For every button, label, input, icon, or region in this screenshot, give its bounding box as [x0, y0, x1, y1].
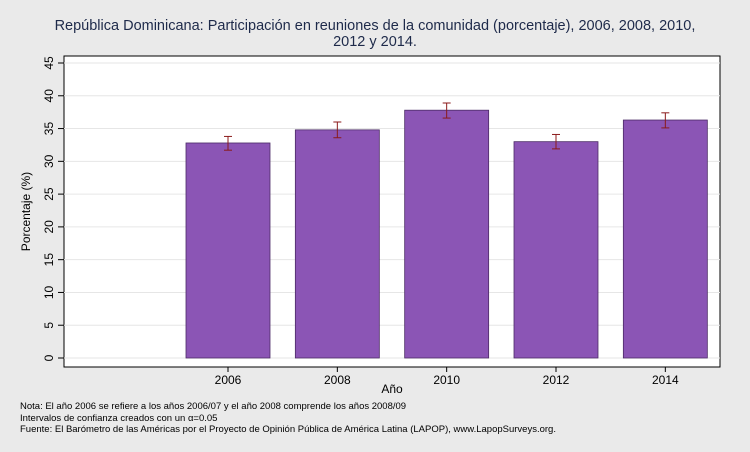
grid-lines [64, 62, 720, 359]
note-confidence: Intervalos de confianza creados con un α… [20, 412, 218, 424]
plot-area [63, 55, 721, 368]
chart-title-line: 2012 y 2014. [333, 34, 417, 50]
chart-title-line: República Dominicana: Participación en r… [55, 18, 696, 34]
y-axis-label: Porcentaje (%) [19, 172, 33, 251]
y-tick-label: 25 [42, 187, 56, 201]
x-tick-label-2006: 2006 [215, 373, 242, 387]
x-tick-label-2012: 2012 [543, 373, 570, 387]
chart-notes: Nota: El año 2006 se refiere a los años … [20, 401, 740, 436]
x-tick-label-2010: 2010 [433, 373, 460, 387]
y-tick-label: 0 [42, 354, 56, 361]
y-tick-label: 45 [42, 56, 56, 70]
note-years: Nota: El año 2006 se refiere a los años … [20, 401, 407, 412]
y-tick-label: 35 [42, 122, 56, 136]
bars [185, 109, 708, 359]
y-tick-label: 20 [42, 220, 56, 234]
x-tick-label-2008: 2008 [324, 373, 351, 387]
y-tick-label: 10 [42, 285, 56, 299]
bar-chart: República Dominicana: Participación en r… [19, 18, 721, 396]
error-bars [224, 102, 670, 151]
error-bar-2010 [442, 102, 451, 119]
x-tick-label-2014: 2014 [652, 373, 679, 387]
bar-2012 [513, 141, 599, 359]
y-axis: 0 5 10 15 20 25 30 35 40 45 [42, 56, 64, 361]
error-bar-2014 [661, 112, 670, 129]
bar-2010 [404, 109, 490, 359]
x-axis-label: Año [381, 382, 403, 396]
note-source: Fuente: El Barómetro de las Américas por… [20, 424, 556, 435]
chart-title: República Dominicana: Participación en r… [55, 18, 696, 50]
bar-2014 [622, 119, 708, 359]
y-tick-label: 30 [42, 154, 56, 168]
bar-2006 [185, 142, 271, 359]
y-tick-label: 5 [42, 322, 56, 329]
error-bar-2012 [552, 133, 560, 150]
y-tick-label: 15 [42, 253, 56, 267]
bar-2008 [294, 129, 380, 359]
error-bar-2008 [333, 121, 342, 139]
x-axis: 2006 2008 2010 2012 2014 [215, 367, 679, 387]
error-bar-2006 [224, 135, 232, 151]
y-tick-label: 40 [42, 89, 56, 103]
